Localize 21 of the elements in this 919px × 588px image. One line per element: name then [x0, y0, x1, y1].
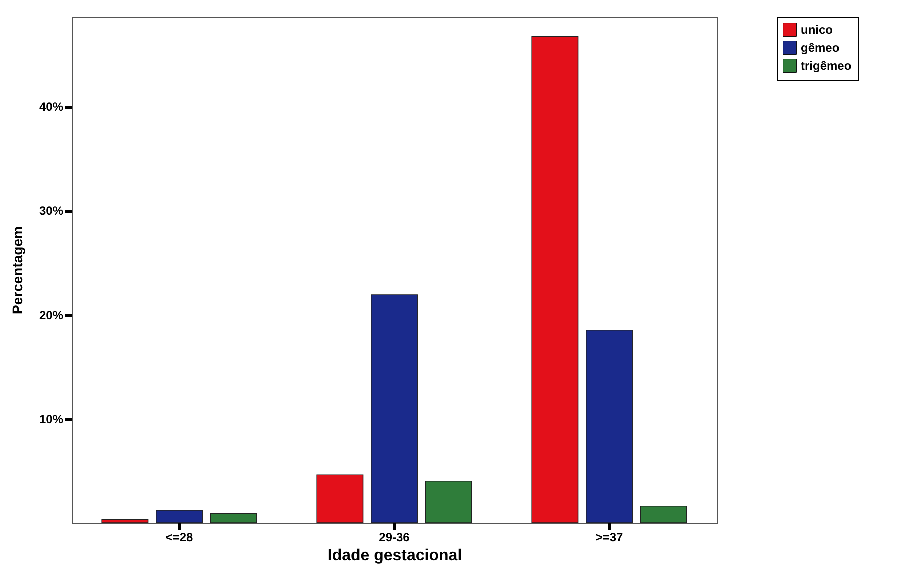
- bar: [156, 510, 203, 524]
- bar: [210, 513, 258, 524]
- legend-label: unico: [801, 23, 833, 37]
- y-tick-label: 40%: [39, 100, 64, 114]
- y-tick-label: 10%: [39, 412, 64, 426]
- x-axis-title: Idade gestacional: [328, 548, 462, 564]
- y-axis-title: Percentagem: [9, 226, 26, 314]
- x-tick-label: <=28: [166, 530, 194, 544]
- y-tick-label: 30%: [39, 204, 64, 218]
- bar: [586, 330, 633, 524]
- bar: [371, 294, 418, 524]
- bar: [532, 36, 579, 524]
- legend-label: trigêmeo: [801, 59, 852, 73]
- legend-label: gêmeo: [801, 41, 840, 55]
- bar: [102, 519, 149, 524]
- x-tick-label: 29-36: [379, 530, 410, 544]
- bar: [640, 506, 688, 524]
- bar: [425, 480, 472, 524]
- bar: [316, 474, 364, 524]
- x-tick-label: >=37: [596, 530, 624, 544]
- y-tick-label: 20%: [39, 308, 64, 322]
